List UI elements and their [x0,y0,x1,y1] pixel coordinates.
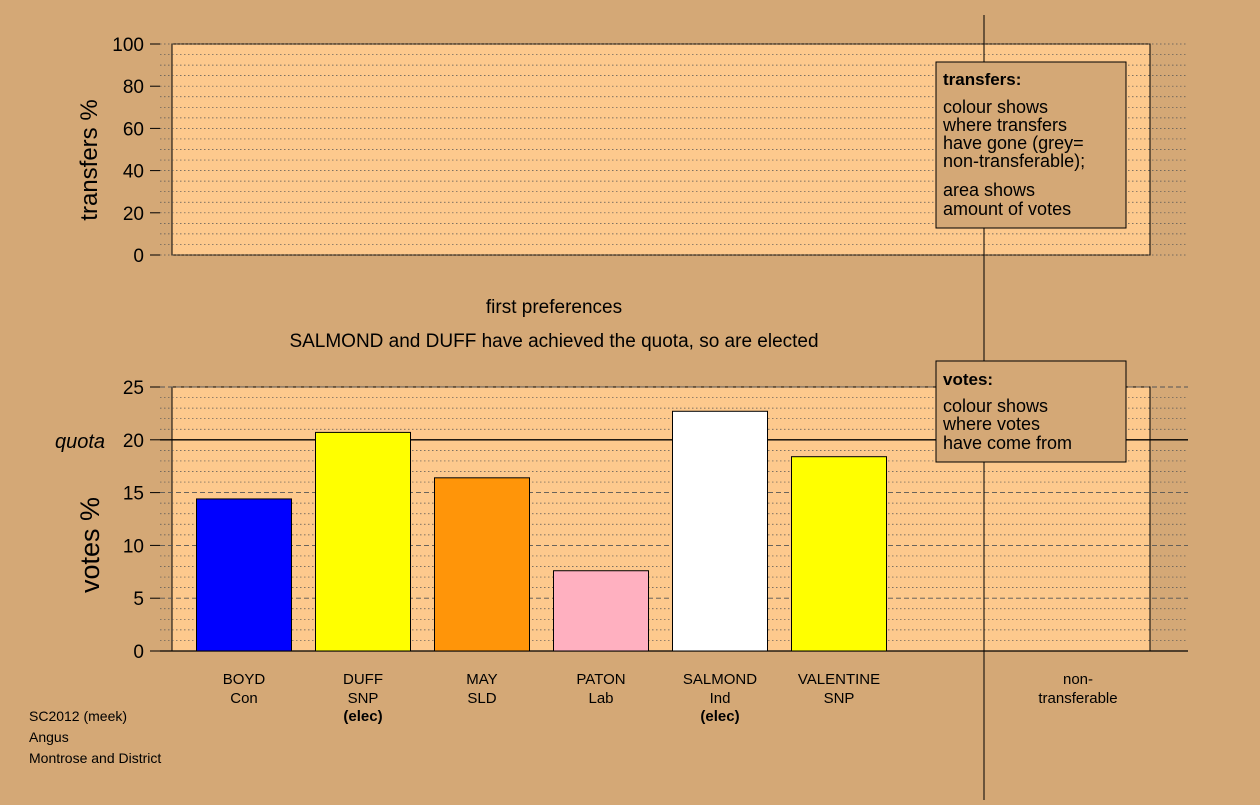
votes-legend-line: colour shows [943,396,1048,416]
transfers-y-tick-label: 60 [123,119,144,140]
x-label-status: (elec) [343,708,382,725]
x-label-party: SLD [467,690,496,707]
transfers-legend-line: non-transferable); [943,151,1085,171]
votes-y-tick-label: 5 [133,589,144,610]
votes-legend-line: where votes [942,414,1040,434]
x-label-name: VALENTINE [798,671,880,688]
transfers-y-tick-label: 40 [123,162,144,183]
x-label-name: PATON [576,671,625,688]
x-label-party: Ind [710,690,731,707]
chart-subtitle: SALMOND and DUFF have achieved the quota… [289,331,818,352]
votes-y-tick-label: 20 [123,431,144,452]
transfers-legend: transfers: colour shows where transfers … [935,61,1127,229]
bar-may [434,477,530,652]
transfers-legend-line: amount of votes [943,199,1071,219]
transfers-legend-line: where transfers [942,115,1067,135]
footer-ward: Montrose and District [29,750,161,766]
nontransferable-label-1: non- [1063,671,1093,688]
transfers-y-tick-label: 80 [123,77,144,98]
x-label-party: SNP [348,690,379,707]
x-label-name: DUFF [343,671,383,688]
bar-paton [553,570,649,652]
x-label-name: MAY [466,671,497,688]
votes-y-ticks: 0 5 10 15 20 25 [123,378,160,663]
transfers-legend-line: area shows [943,180,1035,200]
chart-title: first preferences [486,297,622,318]
bar-salmond [672,410,768,652]
votes-y-tick-label: 25 [123,378,144,399]
bar-duff [315,431,411,652]
transfers-legend-box [935,61,1127,229]
votes-x-labels: BOYDConDUFFSNP(elec)MAYSLDPATONLabSALMON… [223,671,880,725]
transfers-legend-title: transfers: [943,70,1021,89]
bar-boyd [196,498,292,652]
transfers-y-tick-label: 0 [133,246,144,267]
footer-council: Angus [29,729,69,745]
x-label-status: (elec) [700,708,739,725]
votes-bars [196,410,887,652]
x-label-party: SNP [824,690,855,707]
x-label-name: BOYD [223,671,266,688]
votes-y-tick-label: 10 [123,536,144,557]
votes-legend-line: have come from [943,433,1072,453]
quota-label: quota [55,431,105,453]
footer-election: SC2012 (meek) [29,708,127,724]
bar-valentine [791,456,887,652]
transfers-y-tick-label: 20 [123,204,144,225]
x-label-party: Lab [588,690,613,707]
nontransferable-label-2: transferable [1038,690,1117,707]
x-label-name: SALMOND [683,671,757,688]
transfers-y-axis-label: transfers % [76,99,103,220]
transfers-y-ticks: 0 20 40 60 80 100 [112,35,160,267]
transfers-legend-line: colour shows [943,97,1048,117]
votes-y-tick-label: 0 [133,642,144,663]
transfers-legend-line: have gone (grey= [943,133,1084,153]
votes-legend-title: votes: [943,370,993,389]
transfers-y-tick-label: 100 [112,35,144,56]
votes-legend-box [935,360,1127,463]
votes-legend: votes: colour shows where votes have com… [935,360,1127,463]
votes-y-axis-label: votes % [75,497,105,593]
x-label-party: Con [230,690,258,707]
votes-y-tick-label: 15 [123,484,144,505]
